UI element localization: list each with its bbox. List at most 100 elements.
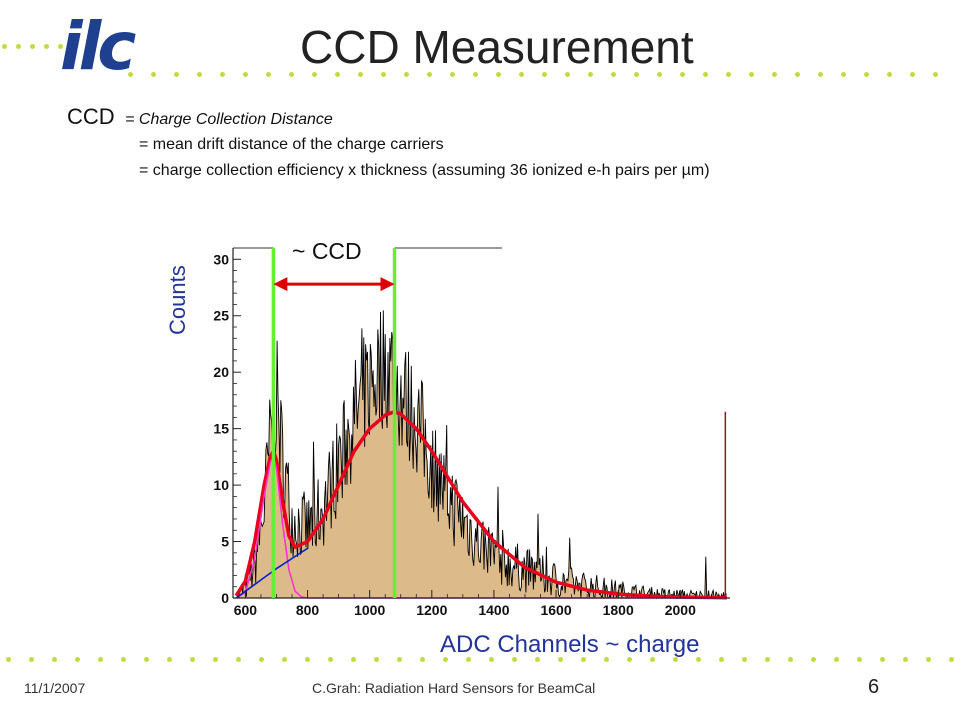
x-tick-label: 1000 (354, 602, 385, 618)
divider-dot (519, 72, 524, 77)
divider-dot (926, 657, 931, 662)
divider-dot (75, 657, 80, 662)
divider-dot (404, 72, 409, 77)
divider-dot (427, 72, 432, 77)
divider-dot (933, 72, 938, 77)
divider-dot (880, 657, 885, 662)
divider-dot (243, 72, 248, 77)
divider-dot (190, 657, 195, 662)
divider-dot (328, 657, 333, 662)
footer-title: C.Grah: Radiation Hard Sensors for BeamC… (312, 680, 596, 696)
divider-dot (16, 44, 21, 49)
logo-text: ilc (60, 8, 136, 85)
x-tick-label: 1200 (416, 602, 447, 618)
divider-dot (565, 72, 570, 77)
divider-dot (466, 657, 471, 662)
divider-dot (351, 657, 356, 662)
divider-dot (818, 72, 823, 77)
divider-dot (887, 72, 892, 77)
divider-dot (811, 657, 816, 662)
divider-dot (167, 657, 172, 662)
divider-dot (259, 657, 264, 662)
x-axis-title: ADC Channels ~ charge (440, 631, 700, 658)
divider-dot (834, 657, 839, 662)
divider-dot (696, 657, 701, 662)
histogram-fill (236, 310, 727, 598)
footer-date: 11/1/2007 (24, 680, 86, 696)
divider-dot (121, 657, 126, 662)
x-tick-label: 800 (296, 602, 320, 618)
divider-dot (52, 657, 57, 662)
divider-dot (657, 72, 662, 77)
divider-dot (266, 72, 271, 77)
definition-line-2: = mean drift distance of the charge carr… (139, 136, 444, 153)
y-tick-label: 20 (213, 364, 229, 380)
divider-dot (742, 657, 747, 662)
divider-dot (650, 657, 655, 662)
divider-dot (634, 72, 639, 77)
divider-dot (128, 72, 133, 77)
divider-dot (703, 72, 708, 77)
x-tick-label: 1400 (478, 602, 509, 618)
definition-term: CCD (67, 104, 115, 129)
x-tick-label: 600 (234, 602, 258, 618)
divider-dot (726, 72, 731, 77)
divider-dot (312, 72, 317, 77)
divider-dot (443, 657, 448, 662)
divider-dot (58, 44, 63, 49)
divider-dot (381, 72, 386, 77)
divider-dot (420, 657, 425, 662)
divider-dot (289, 72, 294, 77)
divider-dot (489, 657, 494, 662)
y-tick-label: 0 (221, 590, 229, 606)
divider-dot (535, 657, 540, 662)
divider-dot (673, 657, 678, 662)
divider-dot (151, 72, 156, 77)
divider-dot (719, 657, 724, 662)
divider-dot (282, 657, 287, 662)
divider-dot (144, 657, 149, 662)
y-tick-label: 15 (213, 421, 229, 437)
divider-dot (749, 72, 754, 77)
divider-dot (864, 72, 869, 77)
divider-dot (542, 72, 547, 77)
ccd-arrow-head-right (380, 277, 395, 292)
divider-dot (358, 72, 363, 77)
ilc-logo: ilc (60, 8, 136, 85)
divider-dot (98, 657, 103, 662)
fit-curve-background (235, 547, 309, 599)
divider-dot (44, 44, 49, 49)
divider-dot (581, 657, 586, 662)
divider-dot (236, 657, 241, 662)
page-number: 6 (868, 676, 880, 698)
divider-dot (910, 72, 915, 77)
divider-dot (627, 657, 632, 662)
divider-dot (772, 72, 777, 77)
dotted-divider-left (0, 44, 960, 54)
divider-dot (174, 72, 179, 77)
divider-dot (512, 657, 517, 662)
divider-dot (30, 44, 35, 49)
divider-dot (374, 657, 379, 662)
divider-dot (841, 72, 846, 77)
ccd-annotation: ~ CCD (292, 238, 362, 264)
divider-dot (220, 72, 225, 77)
divider-dot (857, 657, 862, 662)
divider-dot (2, 44, 7, 49)
divider-dot (949, 657, 954, 662)
divider-dot (604, 657, 609, 662)
dotted-divider-top (0, 72, 960, 82)
divider-dot (795, 72, 800, 77)
divider-dot (397, 657, 402, 662)
divider-dot (680, 72, 685, 77)
y-axis-title: Counts (165, 265, 190, 335)
definition-line-3: = charge collection efficiency x thickne… (139, 162, 710, 179)
definition-expansion: = Charge Collection Distance (125, 111, 333, 128)
ccd-arrow-head-left (273, 277, 288, 292)
x-tick-label: 2000 (665, 602, 696, 618)
divider-dot (473, 72, 478, 77)
divider-dot (765, 657, 770, 662)
divider-dot (450, 72, 455, 77)
divider-dot (788, 657, 793, 662)
